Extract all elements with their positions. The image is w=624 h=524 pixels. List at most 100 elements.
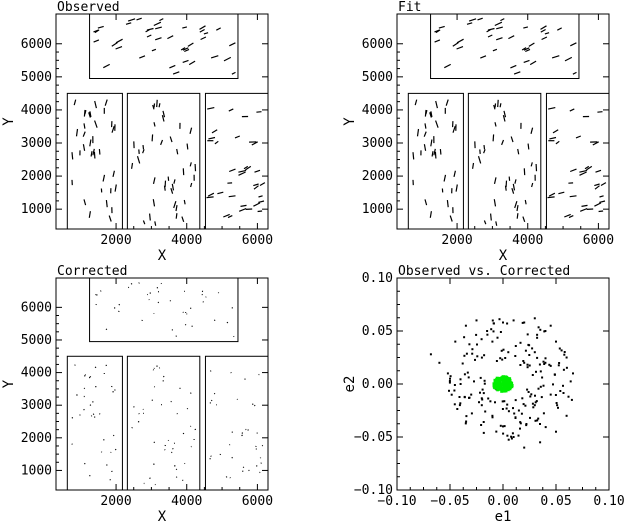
observed-point	[521, 397, 524, 400]
observed-point	[536, 336, 539, 339]
ellipticity-whisker	[466, 22, 473, 25]
ellipticity-whisker	[151, 48, 157, 52]
corrected-point	[509, 382, 513, 386]
ellipticity-whisker	[186, 143, 189, 150]
ellipticity-whisker	[490, 213, 492, 221]
ellipticity-whisker	[254, 169, 261, 173]
observed-point	[480, 424, 483, 426]
ellipticity-whisker	[253, 202, 261, 207]
observed-point	[567, 395, 570, 398]
ellipticity-whisker	[156, 99, 158, 108]
x-tick-label: 6000	[242, 494, 273, 509]
observed-point	[449, 377, 451, 380]
ellipticity-whisker	[552, 129, 559, 134]
ellipticity-whisker	[131, 162, 134, 169]
ellipticity-whisker	[152, 104, 155, 110]
observed-point	[555, 340, 557, 343]
ellipticity-whisker	[431, 151, 434, 157]
x-tick-label: 2000	[100, 494, 131, 509]
observed-point	[446, 372, 449, 375]
observed-point	[502, 321, 504, 324]
corrected-point	[504, 380, 508, 383]
observed-point	[529, 395, 532, 398]
observed-point	[499, 357, 502, 360]
observed-point	[459, 383, 462, 385]
ellipticity-whisker	[187, 42, 194, 47]
ellipticity-whisker	[523, 59, 530, 63]
ellipticity-whisker	[164, 449, 166, 451]
ellipticity-whisker	[599, 195, 604, 198]
ellipticity-whisker	[92, 148, 95, 156]
x-tick-label: 2000	[100, 233, 131, 248]
observed-point	[539, 328, 542, 331]
observed-point	[449, 375, 452, 378]
observed-point	[533, 351, 536, 354]
y-axis-label: e2	[342, 376, 358, 393]
ellipticity-whisker	[182, 47, 189, 51]
observed-point	[525, 423, 528, 425]
ellipticity-whisker	[256, 111, 262, 113]
ellipticity-whisker	[555, 140, 560, 145]
observed-point	[506, 403, 509, 406]
observed-point	[555, 430, 557, 433]
ellipticity-whisker	[213, 392, 216, 395]
observed-point	[481, 398, 484, 401]
ellipticity-whisker	[151, 134, 154, 142]
ellipticity-whisker	[203, 32, 209, 35]
observed-point	[486, 330, 489, 332]
ellipticity-whisker	[569, 168, 577, 173]
ellipticity-whisker	[175, 335, 177, 337]
ellipticity-whisker	[162, 110, 166, 118]
ellipticity-whisker	[564, 213, 571, 218]
ellipticity-whisker	[83, 408, 85, 411]
ellipticity-whisker	[453, 170, 456, 178]
ellipticity-whisker	[105, 328, 108, 331]
observed-point	[489, 400, 492, 403]
observed-point	[494, 401, 496, 404]
ellipticity-whisker	[182, 59, 189, 63]
ellipticity-whisker	[493, 177, 497, 185]
observed-point	[537, 326, 540, 329]
ellipticity-whisker	[93, 151, 96, 159]
observed-point	[539, 441, 542, 444]
ellipticity-whisker	[496, 37, 503, 41]
ellipticity-whisker	[579, 169, 588, 173]
panel-title: Fit	[398, 0, 421, 15]
observed-point	[480, 404, 483, 407]
ellipticity-whisker	[429, 211, 432, 218]
observed-point	[542, 384, 545, 387]
observed-point	[528, 354, 531, 356]
ellipticity-whisker	[75, 128, 79, 137]
observed-point	[466, 371, 469, 374]
ellipticity-whisker	[424, 199, 428, 206]
ellipticity-whisker	[155, 26, 162, 30]
ellipticity-whisker	[435, 29, 441, 34]
observed-point	[542, 412, 545, 415]
ellipticity-whisker	[89, 139, 92, 147]
observed-point	[554, 394, 557, 396]
ellipticity-whisker	[595, 169, 602, 173]
ellipticity-whisker	[189, 127, 193, 134]
ellipticity-whisker	[115, 46, 123, 50]
observed-point	[530, 393, 533, 396]
x-tick-label: 2000	[441, 233, 472, 248]
ellipticity-whisker	[173, 179, 176, 184]
observed-point	[453, 389, 456, 392]
observed-point	[471, 348, 474, 351]
ellipticity-whisker	[528, 42, 535, 47]
ellipticity-whisker	[452, 126, 456, 133]
corrected-point	[495, 381, 499, 384]
observed-point	[476, 343, 478, 346]
ellipticity-whisker	[238, 169, 247, 173]
ellipticity-whisker	[180, 47, 186, 51]
ellipticity-whisker	[173, 201, 177, 209]
panel-title: Observed	[57, 0, 120, 15]
observed-point	[519, 341, 522, 344]
observed-point	[523, 361, 526, 364]
ellipticity-whisker	[229, 42, 236, 47]
ellipticity-whisker	[493, 199, 497, 207]
observed-point	[502, 425, 504, 428]
ellipticity-whisker	[149, 213, 151, 221]
ellipticity-whisker	[71, 417, 74, 419]
ellipticity-whisker	[487, 27, 495, 31]
